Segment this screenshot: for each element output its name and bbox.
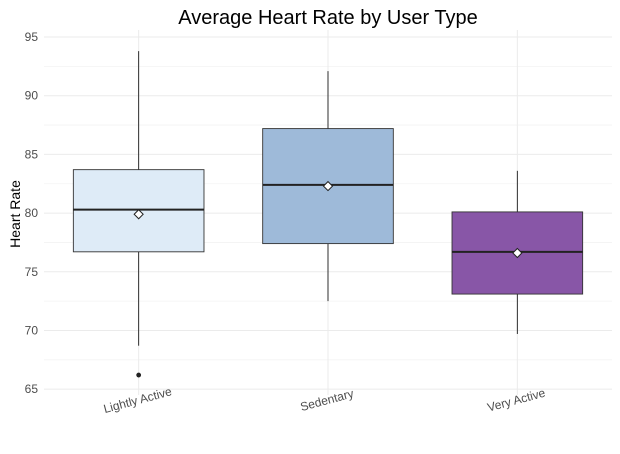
chart-title: Average Heart Rate by User Type	[178, 7, 477, 29]
y-tick-label: 90	[25, 89, 39, 103]
y-axis-label: Heart Rate	[7, 180, 23, 248]
y-tick-label: 70	[25, 323, 39, 337]
x-tick-label: Sedentary	[299, 386, 355, 414]
box-group	[262, 71, 394, 302]
mean-marker	[133, 209, 144, 220]
y-tick-label: 65	[25, 382, 39, 396]
outlier-point	[136, 372, 142, 378]
mean-marker	[322, 180, 334, 192]
y-tick-label: 75	[25, 265, 39, 279]
x-tick-label: Very Active	[486, 386, 547, 415]
y-tick-label: 80	[25, 206, 39, 220]
y-tick-label: 95	[25, 30, 39, 44]
y-axis: 65 70 75 80 85 90 95	[25, 30, 39, 396]
mean-marker	[512, 247, 523, 259]
box-group	[72, 51, 205, 378]
y-tick-label: 85	[25, 147, 39, 161]
box-group	[451, 170, 584, 334]
plot-area	[72, 51, 584, 378]
